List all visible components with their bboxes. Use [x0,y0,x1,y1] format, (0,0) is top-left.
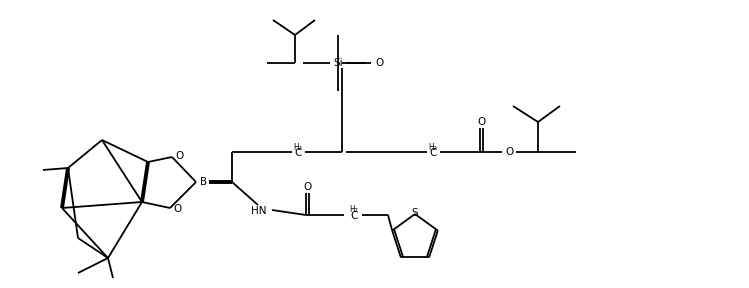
Text: O: O [376,58,384,68]
Text: O: O [506,147,514,157]
Text: H₂: H₂ [294,143,303,151]
Text: O: O [304,182,312,192]
Text: H₂: H₂ [428,143,437,151]
Text: H₂: H₂ [350,206,359,215]
Text: C: C [429,148,437,158]
Text: B: B [201,177,207,187]
Text: Si: Si [333,58,343,68]
Text: O: O [175,151,183,161]
Text: C: C [294,148,302,158]
Text: O: O [173,204,181,214]
Text: C: C [351,211,358,221]
Text: HN: HN [250,206,266,216]
Text: O: O [477,117,485,127]
Text: S: S [412,208,418,218]
